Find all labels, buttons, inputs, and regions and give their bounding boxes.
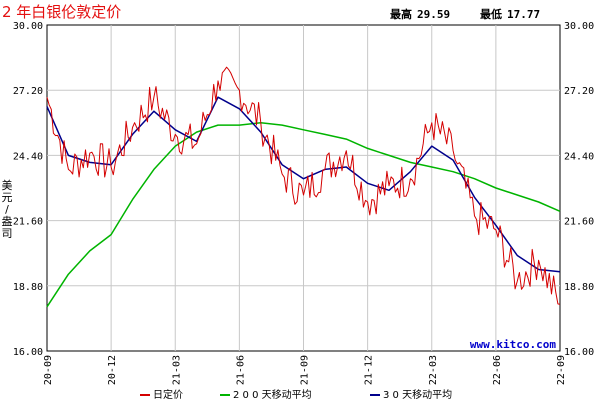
y-axis-label-char: 美: [1, 179, 13, 192]
y-tick-label-left: 27.20: [13, 86, 43, 97]
y-axis-label-char: 司: [1, 227, 13, 240]
high-label: 最高: [390, 8, 412, 21]
y-tick-label-right: 16.00: [564, 347, 594, 358]
series-line-price: [46, 66, 561, 305]
legend-swatch-ma200: [220, 394, 230, 396]
x-tick-label: 21-03: [171, 355, 182, 385]
x-tick-label: 22-09: [556, 355, 567, 385]
legend-swatch-price: [140, 394, 150, 396]
y-tick-label-right: 21.60: [564, 217, 594, 228]
x-tick-label: 20-09: [43, 355, 54, 385]
y-axis-label-char: 盎: [1, 215, 13, 228]
y-axis-label: 美 元 / 盎 司: [1, 180, 13, 240]
x-tick-label: 20-12: [107, 355, 118, 385]
low-label: 最低: [480, 8, 502, 21]
y-tick-label-left: 16.00: [13, 347, 43, 358]
y-tick-label-right: 18.80: [564, 282, 594, 293]
y-axis-label-char: 元: [1, 191, 13, 204]
low-stat: 最低 17.77: [480, 6, 540, 22]
y-axis-label-char: /: [5, 203, 9, 216]
high-stat: 最高 29.59: [390, 6, 450, 22]
chart-title: 2 年白银伦敦定价: [2, 3, 122, 21]
x-tick-label: 22-06: [492, 355, 503, 385]
y-tick-label-left: 18.80: [13, 282, 43, 293]
y-tick-label-left: 21.60: [13, 217, 43, 228]
series-line-ma30: [46, 96, 561, 273]
x-tick-label: 21-12: [364, 355, 375, 385]
y-tick-label-left: 24.40: [13, 151, 43, 162]
y-tick-label-right: 30.00: [564, 21, 594, 32]
legend-label-ma200: 2 0 0 天移动平均: [233, 390, 312, 401]
y-tick-label-right: 27.20: [564, 86, 594, 97]
x-tick-label: 22-03: [428, 355, 439, 385]
low-value: 17.77: [507, 8, 541, 21]
legend-item-ma200: 2 0 0 天移动平均: [220, 386, 312, 401]
legend-label-ma30: 3 0 天移动平均: [383, 390, 453, 401]
series-line-ma200: [46, 122, 561, 308]
y-tick-label-left: 30.00: [13, 21, 43, 32]
y-tick-label-right: 24.40: [564, 151, 594, 162]
x-tick-label: 21-06: [235, 355, 246, 385]
high-value: 29.59: [417, 8, 451, 21]
x-tick-label: 21-09: [300, 355, 311, 385]
legend-item-price: 日定价: [140, 386, 183, 401]
legend-label-price: 日定价: [153, 390, 183, 401]
legend-swatch-ma30: [370, 394, 380, 396]
watermark: www.kitco.com: [469, 338, 556, 351]
legend-item-ma30: 3 0 天移动平均: [370, 386, 452, 401]
